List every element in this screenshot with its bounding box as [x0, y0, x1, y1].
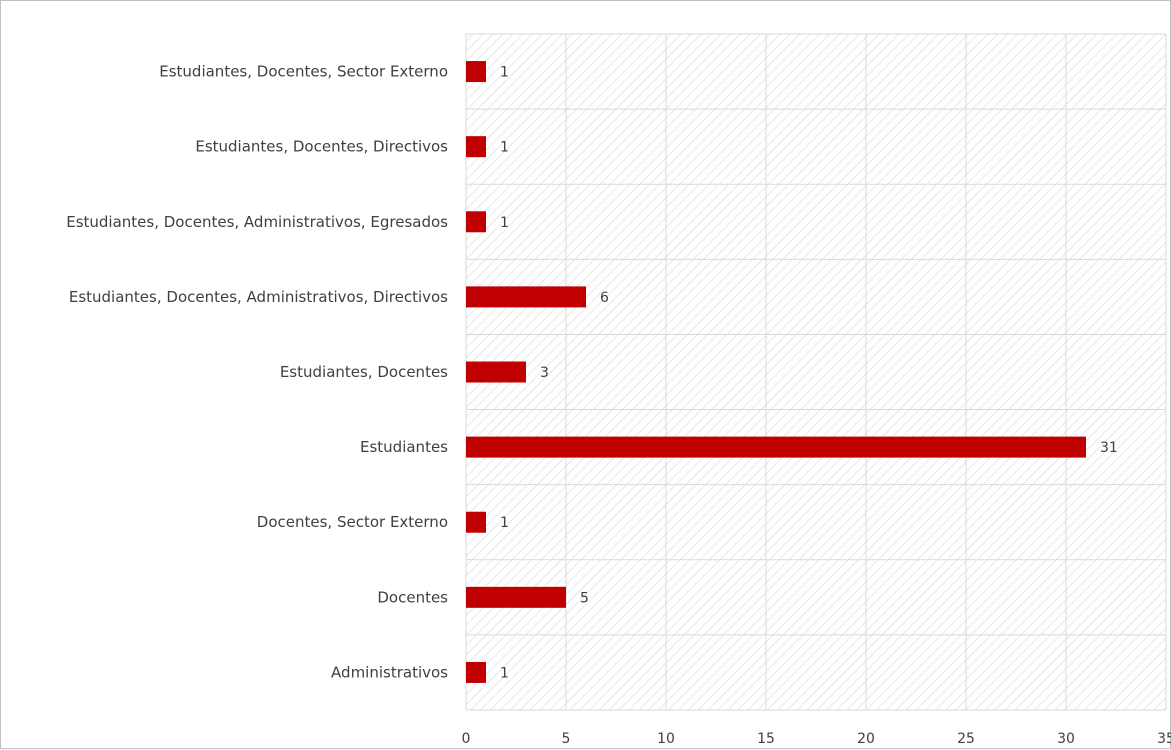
data-label: 3	[540, 365, 549, 381]
data-label: 1	[500, 65, 509, 81]
data-label: 31	[1100, 440, 1118, 456]
category-label: Docentes	[377, 588, 448, 606]
data-label: 1	[500, 665, 509, 681]
x-tick-label: 0	[462, 731, 471, 747]
bar	[466, 211, 486, 232]
category-label: Estudiantes	[360, 438, 448, 456]
bar	[466, 61, 486, 82]
data-label: 1	[500, 140, 509, 156]
x-tick-label: 5	[562, 731, 571, 747]
x-axis-tick-labels: 0 5 10 15 20 25 30 35	[462, 731, 1171, 747]
bar	[466, 286, 586, 307]
data-label: 1	[500, 515, 509, 531]
bar	[466, 437, 1086, 458]
x-tick-label: 20	[857, 731, 875, 747]
data-label: 5	[580, 590, 589, 606]
x-tick-label: 35	[1157, 731, 1171, 747]
x-tick-label: 10	[657, 731, 675, 747]
category-label: Administrativos	[331, 663, 448, 681]
bar	[466, 587, 566, 608]
x-tick-label: 15	[757, 731, 775, 747]
category-label: Estudiantes, Docentes, Administrativos, …	[69, 288, 448, 306]
x-tick-label: 25	[957, 731, 975, 747]
x-tick-label: 30	[1057, 731, 1075, 747]
bar	[466, 662, 486, 683]
plot-area-background	[466, 34, 1166, 710]
bar	[466, 512, 486, 533]
category-label: Estudiantes, Docentes, Sector Externo	[159, 63, 448, 81]
category-label: Estudiantes, Docentes	[280, 363, 448, 381]
category-label: Docentes, Sector Externo	[257, 513, 448, 531]
bar	[466, 136, 486, 157]
category-label: Estudiantes, Docentes, Administrativos, …	[66, 213, 448, 231]
category-label: Estudiantes, Docentes, Directivos	[195, 138, 448, 156]
bar	[466, 362, 526, 383]
category-labels: Administrativos Docentes Docentes, Sector …	[66, 63, 448, 682]
data-label: 1	[500, 215, 509, 231]
data-label: 6	[600, 290, 609, 306]
